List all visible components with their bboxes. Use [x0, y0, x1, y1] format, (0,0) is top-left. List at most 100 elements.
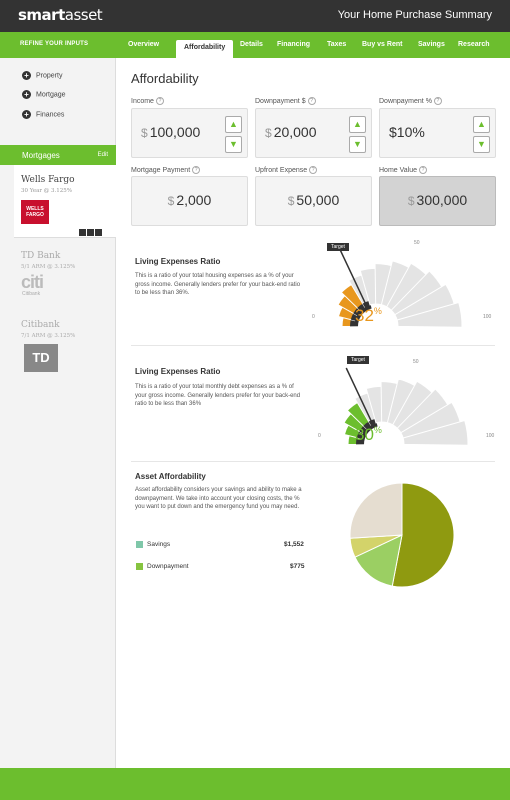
asset-pie-chart [349, 482, 455, 588]
downpayment-percent-label: Downpayment %? [379, 97, 442, 105]
downpayment-amount-field[interactable]: $20,000 ▲ ▼ [255, 108, 372, 158]
gauge-segment [396, 301, 463, 328]
gauge-inner-segment [363, 421, 374, 432]
tab-taxes[interactable]: Taxes [327, 41, 347, 48]
income-decrement-button[interactable]: ▼ [225, 136, 242, 153]
lender-card-td-bank[interactable]: TD Bank 5/1 ARM @ 3.125% citi Citibank [14, 241, 116, 306]
tab-savings[interactable]: Savings [418, 41, 445, 48]
downpayment-percent-field[interactable]: $10% ▲ ▼ [379, 108, 496, 158]
footer-bar [0, 768, 510, 800]
lender-rate: 5/1 ARM @ 3.125% [21, 264, 76, 270]
gauge-inner-segment [357, 303, 368, 314]
currency-symbol: $ [265, 126, 272, 140]
help-icon[interactable]: ? [192, 166, 201, 174]
percent-value: 30 [355, 425, 374, 444]
gauge-segment [402, 419, 469, 446]
sidebar-item-mortgage[interactable]: + Mortgage [22, 90, 66, 99]
help-icon[interactable]: ? [433, 97, 442, 105]
gauge-1-chart [337, 249, 463, 328]
tab-overview[interactable]: Overview [128, 41, 160, 48]
gauge-1-max-label: 100 [483, 314, 492, 320]
label-text: Downpayment $ [255, 97, 306, 105]
logo-light: asset [64, 6, 103, 24]
currency-symbol: $ [141, 126, 148, 140]
label-text: Downpayment % [379, 97, 432, 105]
help-icon[interactable]: ? [309, 166, 318, 174]
home-value-label: Home Value? [379, 166, 428, 174]
asset-title: Asset Affordability [135, 472, 206, 481]
help-icon[interactable]: ? [419, 166, 428, 174]
percent-decrement-button[interactable]: ▼ [473, 136, 490, 153]
legend-savings: Savings [136, 541, 170, 548]
legend-label: Downpayment [147, 563, 189, 571]
mortgage-payment-field[interactable]: $2,000 [131, 176, 248, 226]
field-value: $50,000 [256, 192, 371, 208]
tab-buy-vs-rent[interactable]: Buy vs Rent [362, 41, 403, 48]
gauge-2-target-tag: Target [347, 356, 369, 364]
label-text: Home Value [379, 166, 418, 174]
tab-financing[interactable]: Financing [277, 41, 311, 48]
selected-pointer-icon [116, 195, 122, 207]
lender-name: Wells Fargo [21, 175, 75, 185]
gauge-1-min-label: 0 [312, 314, 315, 320]
mail-icon[interactable] [87, 229, 94, 236]
gauge-1-description: This is a ratio of your total housing ex… [135, 273, 301, 296]
income-field[interactable]: $100,000 ▲ ▼ [131, 108, 248, 158]
card-actions [78, 223, 102, 241]
gauge-2-title: Living Expenses Ratio [135, 367, 221, 376]
currency-symbol: $ [167, 194, 175, 208]
value-text: 20,000 [273, 124, 317, 140]
value-text: 2,000 [176, 192, 212, 208]
gauge-2-min-label: 0 [318, 433, 321, 439]
help-icon[interactable]: ? [155, 97, 164, 105]
percent-value: 32 [355, 306, 374, 325]
income-increment-button[interactable]: ▲ [225, 116, 242, 133]
label-text: Mortgage Payment [131, 166, 191, 174]
downpayment-amount-label: Downpayment $? [255, 97, 316, 105]
percent-increment-button[interactable]: ▲ [473, 116, 490, 133]
page-title: Affordability [131, 71, 199, 86]
lender-name: TD Bank [21, 251, 61, 261]
section-divider [131, 345, 495, 346]
pie-slice-3 [349, 482, 403, 539]
sidebar-item-label: Property [36, 72, 63, 80]
downpayment-value: $775 [290, 563, 305, 570]
lender-rate: 30 Year @ 3.125% [21, 188, 73, 194]
gauge-inner-segment [359, 425, 370, 436]
gauge-inner-segment [350, 312, 361, 322]
section-divider [131, 461, 495, 462]
gauge-target-line [339, 249, 370, 311]
currency-symbol: $ [407, 194, 415, 208]
mortgages-title: Mortgages [22, 151, 60, 160]
upfront-expense-label: Upfront Expense? [255, 166, 318, 174]
downpayment-decrement-button[interactable]: ▼ [349, 136, 366, 153]
sidebar-item-finances[interactable]: + Finances [22, 110, 64, 119]
home-value-field[interactable]: $300,000 [379, 176, 496, 226]
downpayment-swatch [136, 563, 143, 570]
heart-icon[interactable] [79, 229, 86, 236]
upfront-expense-field[interactable]: $50,000 [255, 176, 372, 226]
tab-research[interactable]: Research [458, 41, 490, 48]
smartasset-logo[interactable]: smartasset [18, 6, 103, 24]
gauge-inner-segment [356, 430, 367, 440]
tab-details[interactable]: Details [240, 41, 263, 48]
sidebar: + Property + Mortgage + Finances Mortgages … [0, 58, 122, 768]
tab-affordability[interactable]: Affordability [176, 40, 234, 58]
plus-icon: + [22, 110, 31, 119]
gauge-2-chart [343, 367, 469, 446]
delete-icon[interactable] [95, 229, 102, 236]
mortgages-edit-link[interactable]: Edit [97, 152, 108, 158]
downpayment-increment-button[interactable]: ▲ [349, 116, 366, 133]
sidebar-item-property[interactable]: + Property [22, 71, 62, 80]
lender-card-citibank[interactable]: Citibank 7/1 ARM @ 3.125% TD [14, 310, 116, 385]
citibank-logo-sub: Citibank [22, 291, 41, 297]
plus-icon: + [22, 90, 31, 99]
gauge-1-percent: 32% [355, 306, 382, 326]
percent-symbol: % [373, 306, 382, 316]
lender-card-wells-fargo[interactable]: Wells Fargo 30 Year @ 3.125% WELLS FARGO [14, 165, 116, 238]
field-value: $100,000 [141, 124, 200, 140]
value-text: 100,000 [149, 124, 201, 140]
gauge-2-description: This is a ratio of your total monthly de… [135, 384, 301, 407]
gauge-2-mid-label: 50 [413, 359, 419, 365]
help-icon[interactable]: ? [307, 97, 316, 105]
